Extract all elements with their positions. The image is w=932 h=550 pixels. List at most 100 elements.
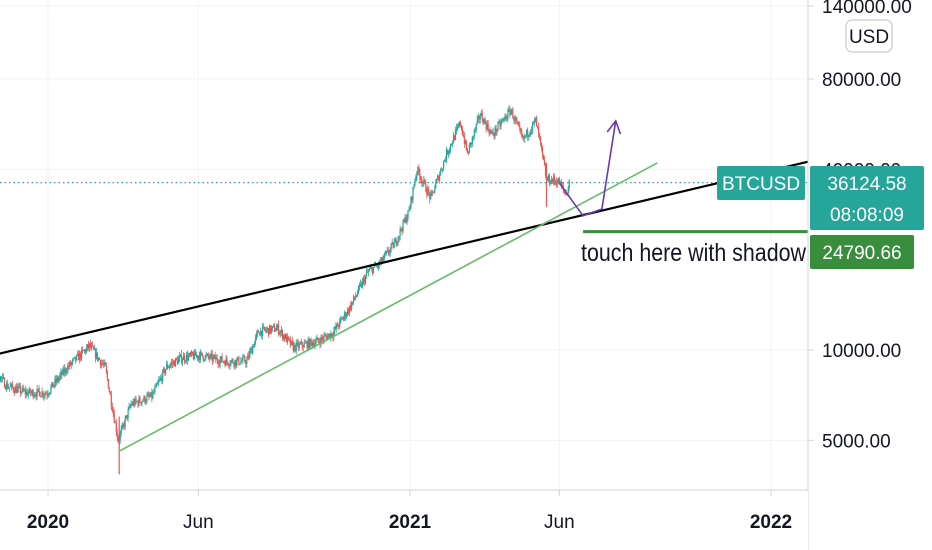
candle-body bbox=[106, 371, 108, 379]
candle-body bbox=[54, 379, 56, 385]
candle-body bbox=[112, 411, 114, 414]
candle-body bbox=[108, 388, 110, 392]
candle-body bbox=[131, 403, 133, 405]
candle-body bbox=[334, 326, 336, 332]
candle-body bbox=[237, 357, 239, 360]
candle-body bbox=[391, 242, 393, 244]
candle-body bbox=[214, 355, 216, 360]
candle-body bbox=[468, 145, 470, 154]
candle-body bbox=[254, 341, 256, 348]
candle-body bbox=[435, 182, 437, 189]
candle-body bbox=[407, 209, 409, 218]
candle-body bbox=[356, 293, 359, 296]
candle-body bbox=[27, 392, 29, 396]
time-scale[interactable] bbox=[0, 490, 808, 550]
candle-body bbox=[279, 331, 282, 334]
candle-body bbox=[511, 109, 513, 111]
candle-body bbox=[101, 362, 103, 364]
candle-body bbox=[242, 357, 244, 361]
candle-body bbox=[490, 130, 492, 133]
price-tick-label: 10000.00 bbox=[822, 341, 901, 362]
candle-body bbox=[133, 401, 135, 406]
candle-body bbox=[401, 230, 403, 232]
candle-body bbox=[153, 392, 155, 393]
candle-body bbox=[453, 135, 456, 140]
candle-body bbox=[251, 348, 253, 354]
candle-body bbox=[89, 343, 92, 348]
candle-body bbox=[509, 109, 511, 116]
candle-body bbox=[50, 386, 52, 393]
candle-body bbox=[462, 134, 465, 137]
candle-body bbox=[427, 188, 429, 195]
candle-body bbox=[94, 348, 97, 359]
candle-body bbox=[402, 220, 404, 232]
candle-body bbox=[538, 133, 541, 138]
candle-body bbox=[362, 278, 365, 281]
candle-body bbox=[218, 363, 220, 365]
candle-body bbox=[456, 126, 459, 129]
candle-body bbox=[103, 362, 105, 365]
candle-body bbox=[160, 377, 162, 379]
candle-body bbox=[463, 136, 465, 144]
candle-body bbox=[553, 176, 556, 182]
candle-body bbox=[494, 127, 496, 136]
candle-body bbox=[520, 128, 522, 133]
candle-body bbox=[470, 142, 472, 144]
candle-body bbox=[281, 330, 284, 339]
candle-body bbox=[199, 352, 201, 360]
candle-body bbox=[177, 358, 180, 364]
candle-body bbox=[240, 360, 242, 364]
candle-body bbox=[276, 324, 279, 329]
candle-body bbox=[376, 265, 378, 267]
candle-body bbox=[437, 176, 439, 180]
candle-body bbox=[167, 364, 169, 368]
candle-body bbox=[348, 309, 350, 313]
candle-body bbox=[110, 394, 112, 407]
candle-body bbox=[370, 267, 373, 269]
resistance-trend-line bbox=[0, 158, 816, 355]
candle-body bbox=[256, 333, 258, 337]
candle-body bbox=[556, 182, 558, 185]
candle-body bbox=[270, 327, 273, 333]
candle-body bbox=[525, 135, 527, 137]
candle-body bbox=[91, 345, 94, 347]
candle-body bbox=[25, 391, 27, 395]
candle-body bbox=[231, 359, 233, 361]
candle-body bbox=[17, 386, 19, 388]
candle-body bbox=[92, 346, 95, 350]
candle-body bbox=[175, 358, 178, 360]
candle-body bbox=[469, 142, 471, 146]
candle-body bbox=[439, 174, 441, 181]
candle-body bbox=[181, 359, 184, 363]
candle-body bbox=[129, 406, 131, 408]
candle-body bbox=[350, 305, 352, 310]
candle-body bbox=[190, 352, 193, 355]
candle-body bbox=[317, 337, 319, 341]
candle-body bbox=[130, 403, 132, 407]
candle-body bbox=[212, 356, 214, 361]
candle-body bbox=[381, 257, 383, 262]
candle-body bbox=[265, 329, 268, 331]
candle-body bbox=[12, 387, 14, 391]
candle-body bbox=[544, 165, 547, 176]
candle-body bbox=[39, 391, 41, 398]
candle-body bbox=[83, 350, 85, 352]
candle-body bbox=[547, 175, 550, 181]
candle-body bbox=[262, 326, 264, 336]
candle-body bbox=[426, 191, 428, 195]
candle-body bbox=[565, 193, 567, 195]
candle-body bbox=[324, 335, 326, 337]
candle-body bbox=[98, 357, 101, 361]
candle-body bbox=[399, 228, 401, 237]
candle-body bbox=[52, 382, 54, 388]
candle-body bbox=[346, 314, 348, 318]
candle-body bbox=[121, 424, 123, 430]
candle-body bbox=[518, 124, 520, 126]
candle-body bbox=[442, 168, 444, 171]
candle-body bbox=[385, 251, 387, 254]
candle-body bbox=[165, 369, 167, 374]
currency-button[interactable]: USD bbox=[845, 19, 893, 53]
candle-body bbox=[561, 185, 563, 187]
candle-body bbox=[227, 362, 229, 365]
